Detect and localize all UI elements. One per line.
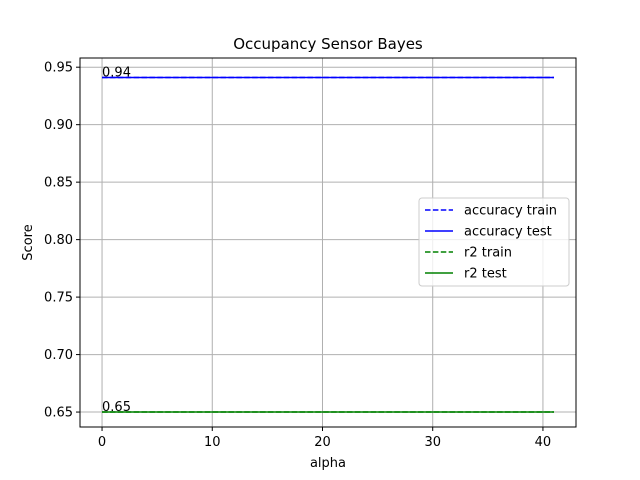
axes-frame bbox=[79, 57, 577, 428]
y-tick-label: 0.80 bbox=[44, 233, 73, 248]
y-tick-label: 0.65 bbox=[44, 406, 73, 421]
y-tick-label: 0.90 bbox=[44, 118, 73, 133]
y-axis-ticks: 0.65 0.70 0.75 0.80 0.85 0.90 0.95 bbox=[44, 61, 80, 421]
annotations: 0.94 0.65 bbox=[102, 66, 131, 416]
y-tick-label: 0.85 bbox=[44, 176, 73, 191]
grid-lines bbox=[80, 58, 576, 427]
x-tick-label: 40 bbox=[535, 435, 552, 450]
y-axis-label: Score bbox=[21, 224, 36, 260]
legend-box bbox=[418, 197, 570, 287]
x-tick-label: 30 bbox=[424, 435, 441, 450]
legend: accuracy train accuracy test r2 train r2 te… bbox=[418, 197, 570, 287]
legend-entry: accuracy train bbox=[464, 204, 557, 219]
data-annotation: 0.94 bbox=[102, 66, 131, 81]
legend-entry: r2 test bbox=[464, 267, 507, 282]
data-annotation: 0.65 bbox=[102, 400, 131, 415]
legend-entry: r2 train bbox=[464, 246, 512, 261]
y-tick-label: 0.75 bbox=[44, 291, 73, 306]
x-tick-label: 0 bbox=[98, 435, 106, 450]
y-tick-label: 0.70 bbox=[44, 348, 73, 363]
x-axis-ticks: 0 10 20 30 40 bbox=[98, 427, 551, 450]
x-tick-label: 10 bbox=[204, 435, 221, 450]
x-axis-label: alpha bbox=[310, 456, 346, 471]
y-tick-label: 0.95 bbox=[44, 61, 73, 76]
legend-entry: accuracy test bbox=[464, 225, 552, 240]
series-lines bbox=[102, 76, 554, 413]
chart-title: Occupancy Sensor Bayes bbox=[233, 35, 423, 53]
x-tick-label: 20 bbox=[314, 435, 331, 450]
